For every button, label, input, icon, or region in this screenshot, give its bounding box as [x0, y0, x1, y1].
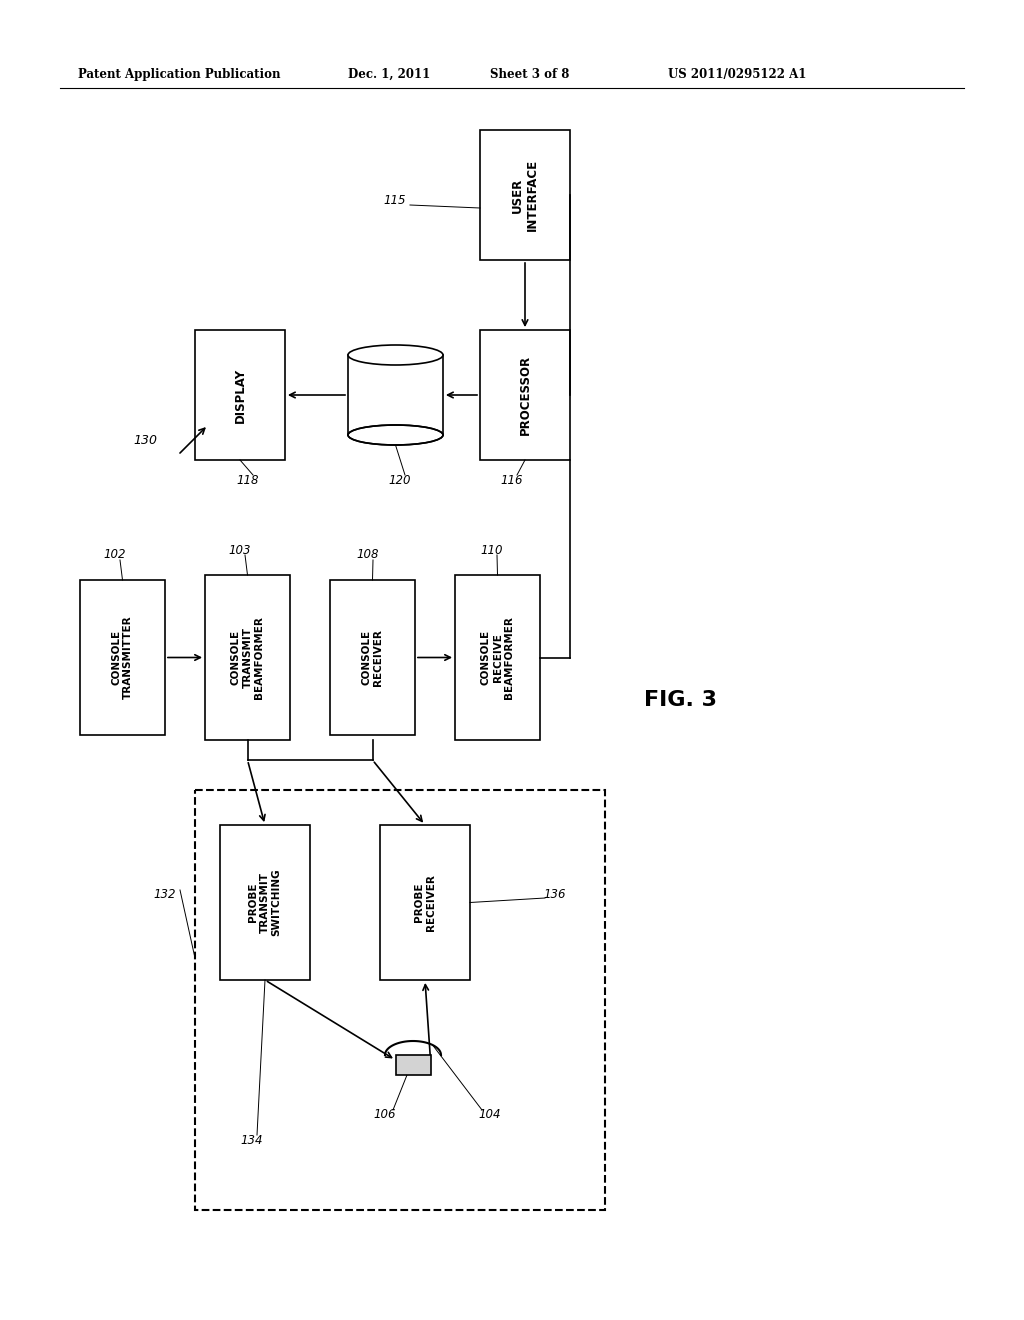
Bar [348, 355, 443, 436]
Ellipse shape [348, 425, 443, 445]
Text: CONSOLE
RECEIVE
BEAMFORMER: CONSOLE RECEIVE BEAMFORMER [481, 616, 514, 698]
Bar [330, 579, 415, 735]
Text: 116: 116 [501, 474, 523, 487]
Bar [195, 789, 605, 1210]
Text: 108: 108 [356, 549, 379, 561]
Text: 115: 115 [384, 194, 407, 206]
Bar [195, 330, 285, 459]
Text: DISPLAY: DISPLAY [233, 367, 247, 422]
Text: USER
INTERFACE: USER INTERFACE [511, 158, 539, 231]
Text: CONSOLE
TRANSMITTER: CONSOLE TRANSMITTER [112, 615, 133, 700]
Text: Dec. 1, 2011: Dec. 1, 2011 [348, 69, 430, 81]
Text: 110: 110 [480, 544, 503, 557]
Ellipse shape [348, 345, 443, 366]
Bar [480, 129, 570, 260]
Bar [205, 576, 290, 741]
Bar [395, 1055, 430, 1074]
Text: 104: 104 [479, 1109, 502, 1122]
Bar [480, 330, 570, 459]
Text: 134: 134 [241, 1134, 263, 1147]
Text: 118: 118 [237, 474, 259, 487]
Text: 102: 102 [103, 549, 126, 561]
Text: CONSOLE
RECEIVER: CONSOLE RECEIVER [361, 630, 383, 686]
Text: PROBE
RECEIVER: PROBE RECEIVER [414, 874, 436, 931]
Bar [380, 825, 470, 979]
Text: 132: 132 [154, 888, 176, 902]
Bar [80, 579, 165, 735]
Bar [455, 576, 540, 741]
Text: 106: 106 [374, 1109, 396, 1122]
Text: US 2011/0295122 A1: US 2011/0295122 A1 [668, 69, 806, 81]
Text: 103: 103 [228, 544, 251, 557]
Text: 120: 120 [389, 474, 412, 487]
Text: CONSOLE
TRANSMIT
BEAMFORMER: CONSOLE TRANSMIT BEAMFORMER [230, 616, 264, 698]
Text: Patent Application Publication: Patent Application Publication [78, 69, 281, 81]
Text: FIG. 3: FIG. 3 [643, 690, 717, 710]
Text: 130: 130 [133, 433, 157, 446]
Text: 136: 136 [544, 888, 566, 902]
Text: Sheet 3 of 8: Sheet 3 of 8 [490, 69, 569, 81]
Text: PROCESSOR: PROCESSOR [518, 355, 531, 436]
Bar [220, 825, 310, 979]
Text: PROBE
TRANSMIT
SWITCHING: PROBE TRANSMIT SWITCHING [249, 869, 282, 936]
